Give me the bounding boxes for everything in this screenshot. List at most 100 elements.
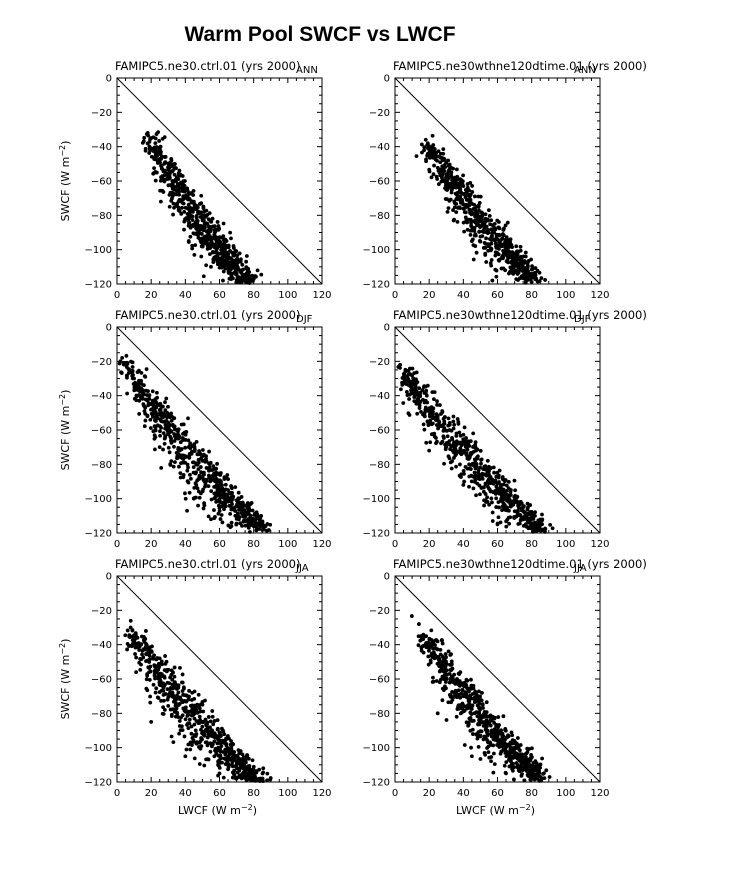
y-tick-label: −120 [363, 529, 390, 540]
scatter-point [439, 638, 444, 642]
scatter-point [465, 204, 470, 209]
scatter-point [472, 194, 477, 199]
scatter-point [261, 770, 266, 775]
scatter-point [465, 227, 470, 232]
scatter-panel-4: FAMIPC5.ne30wthne120dtime.01 (yrs 2000)D… [363, 308, 647, 550]
scatter-point [183, 187, 188, 192]
scatter-point [218, 471, 223, 475]
scatter-point [265, 522, 270, 526]
scatter-point [152, 166, 156, 170]
scatter-point [188, 476, 193, 481]
scatter-point [242, 518, 246, 523]
scatter-point [414, 379, 419, 384]
scatter-point [130, 365, 135, 369]
scatter-point [217, 235, 222, 240]
scatter-point [528, 503, 533, 507]
scatter-point [226, 477, 230, 482]
scatter-point [217, 242, 222, 247]
scatter-point [473, 208, 478, 212]
scatter-point [228, 490, 233, 495]
scatter-point [469, 677, 473, 682]
scatter-point [193, 243, 198, 248]
scatter-point [221, 234, 226, 239]
scatter-point [543, 278, 547, 282]
scatter-point [489, 227, 494, 232]
scatter-point [166, 404, 170, 409]
scatter-point [518, 748, 522, 753]
scatter-point [244, 512, 249, 517]
scatter-point [474, 732, 479, 737]
scatter-point [167, 415, 172, 420]
scatter-point [149, 136, 154, 140]
scatter-point [489, 258, 494, 262]
scatter-point [434, 154, 438, 159]
scatter-point [177, 192, 182, 197]
scatter-point [510, 762, 514, 766]
scatter-point [490, 519, 495, 523]
scatter-point [199, 240, 204, 245]
scatter-point [255, 523, 260, 528]
scatter-point [181, 182, 185, 187]
scatter-point [474, 446, 478, 450]
scatter-point [192, 203, 197, 207]
scatter-point [497, 491, 502, 496]
scatter-point [232, 772, 236, 776]
scatter-point [479, 461, 483, 466]
y-tick-label: −120 [363, 280, 390, 291]
scatter-point [522, 510, 527, 515]
scatter-point [197, 495, 202, 500]
scatter-point [152, 401, 157, 406]
scatter-point [442, 461, 446, 466]
scatter-point [162, 179, 167, 184]
scatter-point [218, 517, 223, 521]
scatter-point [525, 266, 530, 271]
scatter-point [477, 689, 481, 694]
scatter-point [481, 485, 485, 490]
x-tick-label: 40 [457, 539, 470, 550]
scatter-point [424, 393, 429, 398]
scatter-point [164, 396, 169, 401]
scatter-point [443, 662, 448, 666]
scatter-point [229, 257, 234, 261]
scatter-point [537, 279, 542, 284]
scatter-point [487, 472, 491, 477]
scatter-point [199, 193, 204, 198]
scatter-point [500, 490, 505, 494]
scatter-point [194, 207, 198, 212]
scatter-point [222, 507, 226, 512]
scatter-point [444, 444, 449, 449]
scatter-point [440, 172, 445, 177]
scatter-point [227, 265, 232, 270]
scatter-point [441, 151, 446, 156]
scatter-point [188, 234, 193, 239]
y-tick-label: 0 [384, 323, 390, 334]
scatter-point [130, 360, 135, 365]
scatter-point [203, 213, 208, 218]
scatter-point [483, 467, 488, 472]
scatter-point [414, 370, 419, 375]
scatter-point [450, 178, 455, 183]
scatter-point [442, 688, 446, 692]
scatter-point [212, 719, 217, 723]
scatter-point [494, 268, 499, 273]
scatter-point [514, 755, 519, 760]
scatter-point [412, 392, 416, 396]
scatter-point [133, 645, 138, 650]
scatter-point [491, 751, 496, 756]
scatter-point [548, 522, 553, 527]
scatter-point [446, 158, 451, 163]
scatter-point [460, 681, 464, 686]
scatter-point [550, 526, 555, 531]
scatter-point [515, 249, 520, 254]
scatter-point [487, 464, 491, 469]
scatter-point [492, 716, 497, 721]
scatter-point [186, 480, 191, 485]
scatter-point [403, 369, 408, 374]
scatter-point [477, 215, 481, 219]
scatter-point [238, 269, 243, 274]
scatter-point [433, 638, 438, 643]
scatter-point [446, 206, 451, 211]
scatter-point [495, 522, 500, 527]
scatter-point [476, 211, 480, 216]
scatter-point [176, 455, 181, 460]
